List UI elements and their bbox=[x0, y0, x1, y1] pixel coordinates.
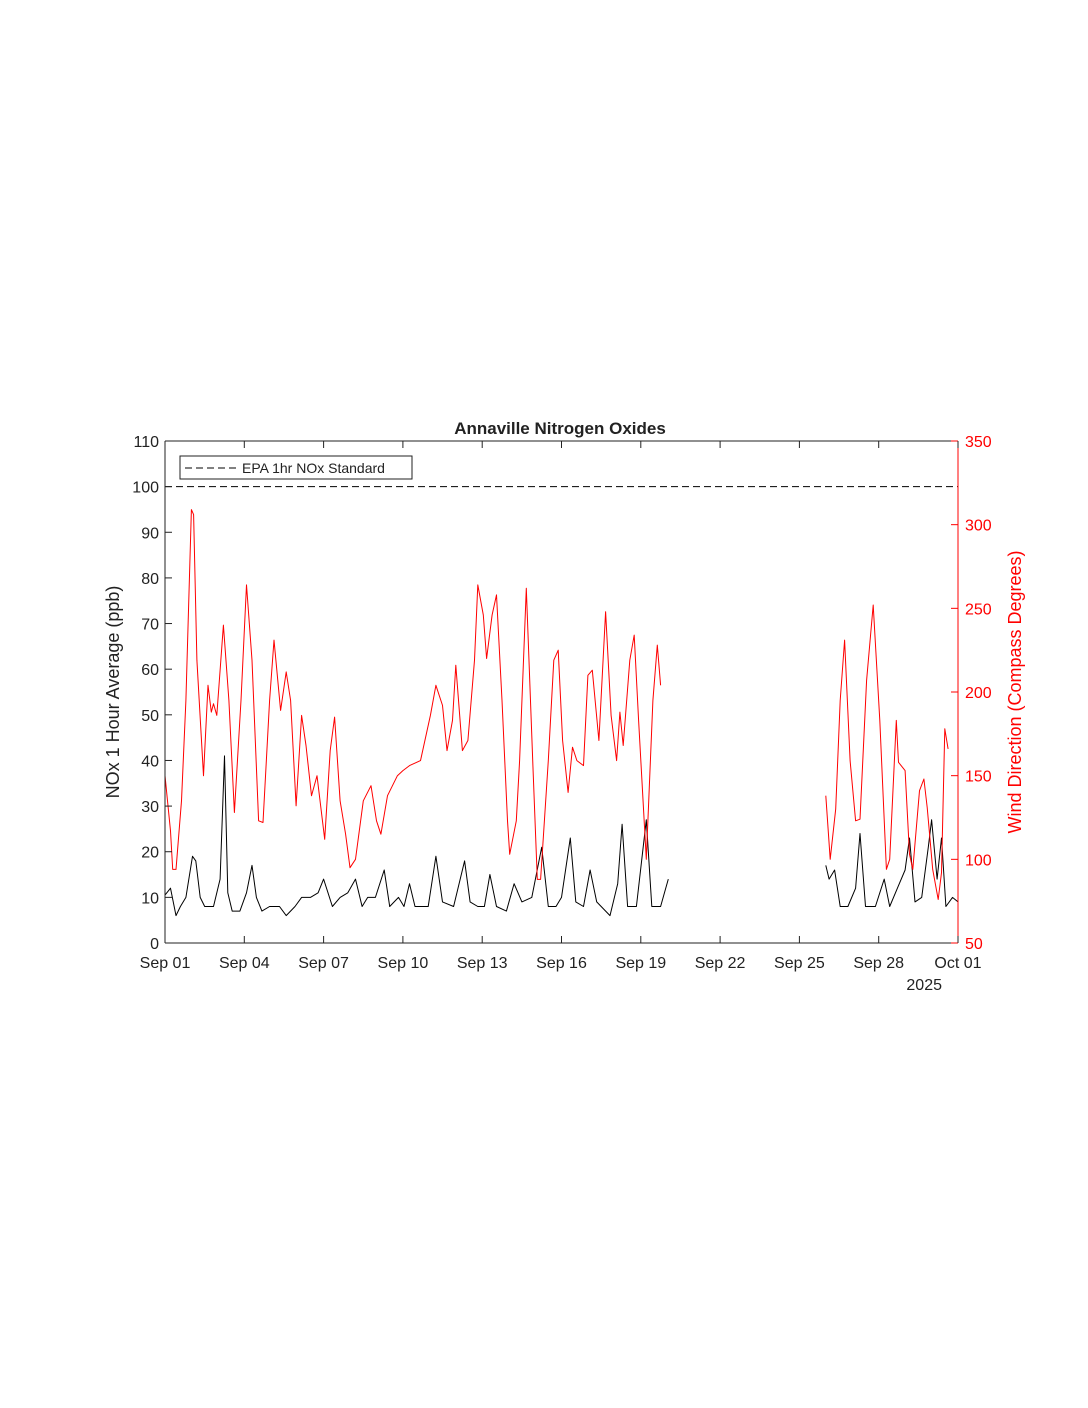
x-tick-label: Sep 01 bbox=[140, 955, 191, 972]
nox-line-segment-0 bbox=[164, 755, 669, 917]
y-left-tick-label: 50 bbox=[141, 708, 159, 725]
y-left-tick-label: 20 bbox=[141, 845, 159, 862]
y-left-tick-label: 90 bbox=[141, 525, 159, 542]
y-left-tick-label: 10 bbox=[141, 890, 159, 907]
nox-line-segment-1 bbox=[825, 819, 959, 907]
legend-box bbox=[179, 455, 413, 480]
y-left-tick-label: 0 bbox=[150, 936, 159, 953]
y-right-tick-label: 250 bbox=[965, 601, 992, 618]
y-left-tick-label: 80 bbox=[141, 571, 159, 588]
y-right-tick-label: 100 bbox=[965, 852, 992, 869]
x-tick-label: Sep 10 bbox=[378, 955, 429, 972]
chart-title: Annaville Nitrogen Oxides bbox=[454, 419, 666, 438]
wind-line-segment-0 bbox=[164, 509, 662, 880]
x-tick-label: Sep 28 bbox=[853, 955, 904, 972]
wind-line-segment-1 bbox=[825, 604, 949, 900]
x-tick-label: Sep 19 bbox=[615, 955, 666, 972]
y-right-tick-label: 50 bbox=[965, 936, 983, 953]
y-right-tick-label: 350 bbox=[965, 434, 992, 451]
x-tick-label: Sep 25 bbox=[774, 955, 825, 972]
y-left-tick-label: 110 bbox=[133, 434, 159, 451]
y-left-tick-label: 30 bbox=[141, 799, 159, 816]
x-tick-label: Sep 22 bbox=[695, 955, 746, 972]
y-right-tick-label: 150 bbox=[965, 769, 992, 786]
x-tick-label: Oct 01 bbox=[934, 955, 981, 972]
x-tick-label: Sep 04 bbox=[219, 955, 270, 972]
y-right-tick-label: 300 bbox=[965, 518, 992, 535]
y-left-tick-label: 70 bbox=[141, 617, 159, 634]
y-right-tick-label: 200 bbox=[965, 685, 992, 702]
y-left-tick-label: 60 bbox=[141, 662, 159, 679]
y-left-tick-label: 100 bbox=[132, 480, 159, 497]
x-axis-year-label: 2025 bbox=[906, 977, 942, 994]
y-axis-left-label: NOx 1 Hour Average (ppb) bbox=[103, 586, 123, 799]
x-tick-label: Sep 13 bbox=[457, 955, 508, 972]
x-tick-label: Sep 16 bbox=[536, 955, 587, 972]
legend: EPA 1hr NOx Standard bbox=[179, 455, 413, 480]
legend-label-standard: EPA 1hr NOx Standard bbox=[242, 460, 385, 476]
y-axis-right-label: Wind Direction (Compass Degrees) bbox=[1005, 550, 1025, 833]
y-left-tick-label: 40 bbox=[141, 753, 159, 770]
x-tick-label: Sep 07 bbox=[298, 955, 349, 972]
